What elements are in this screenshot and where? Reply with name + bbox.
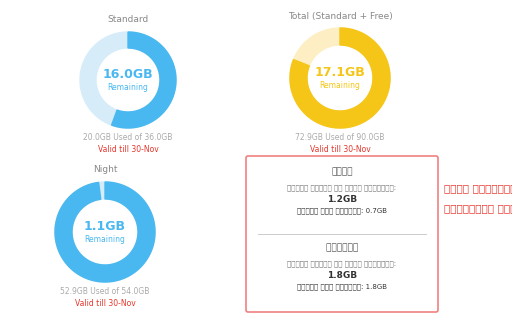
Polygon shape: [290, 28, 390, 128]
Text: හේ්රුවිට සික්යලේන්: හේ්රුවිට සික්යලේන්: [444, 203, 512, 213]
Text: Total (Standard + Free): Total (Standard + Free): [288, 12, 392, 20]
Text: 72.9GB Used of 90.0GB: 72.9GB Used of 90.0GB: [295, 133, 385, 142]
Text: රාත්‍රි: රාත්‍රි: [326, 244, 358, 252]
Text: දිනකට හාවීම කල යුතු ප්‍රමාණය:: දිනකට හාවීම කල යුතු ප්‍රමාණය:: [287, 185, 397, 191]
Polygon shape: [80, 32, 176, 128]
Text: 16.0GB: 16.0GB: [103, 68, 153, 81]
Text: Standard: Standard: [108, 15, 148, 25]
Text: Remaining: Remaining: [319, 81, 360, 90]
Text: Remaining: Remaining: [108, 83, 148, 92]
FancyBboxPatch shape: [246, 156, 438, 312]
Text: 17.1GB: 17.1GB: [315, 66, 366, 78]
Text: 1.1GB: 1.1GB: [84, 220, 126, 233]
Text: දිනකට ඇති හාවීමය: 0.7GB: දිනකට ඇති හාවීමය: 0.7GB: [297, 208, 387, 214]
Text: දිවා: දිවා: [331, 167, 353, 177]
Text: 1.8GB: 1.8GB: [327, 271, 357, 281]
Polygon shape: [290, 28, 390, 128]
Text: Valid till 30-Nov: Valid till 30-Nov: [98, 146, 158, 155]
Text: මුස් පෝෂින්ත්රය: මුස් පෝෂින්ත්රය: [444, 183, 512, 193]
Text: දිනකට හාවීම කල යුතු ප්‍රමාණය:: දිනකට හාවීම කල යුතු ප්‍රමාණය:: [287, 261, 397, 267]
Text: දිනකට ඇති හාවීමය: 1.8GB: දිනකට ඇති හාවීමය: 1.8GB: [297, 284, 387, 290]
Text: Night: Night: [93, 165, 117, 174]
Text: 52.9GB Used of 54.0GB: 52.9GB Used of 54.0GB: [60, 287, 150, 297]
Text: 20.0GB Used of 36.0GB: 20.0GB Used of 36.0GB: [83, 133, 173, 142]
Polygon shape: [55, 182, 155, 282]
Text: Valid till 30-Nov: Valid till 30-Nov: [310, 146, 370, 155]
Polygon shape: [55, 182, 155, 282]
Text: 1.2GB: 1.2GB: [327, 196, 357, 204]
Text: Remaining: Remaining: [84, 235, 125, 244]
Polygon shape: [112, 32, 176, 128]
Text: Valid till 30-Nov: Valid till 30-Nov: [75, 300, 135, 308]
